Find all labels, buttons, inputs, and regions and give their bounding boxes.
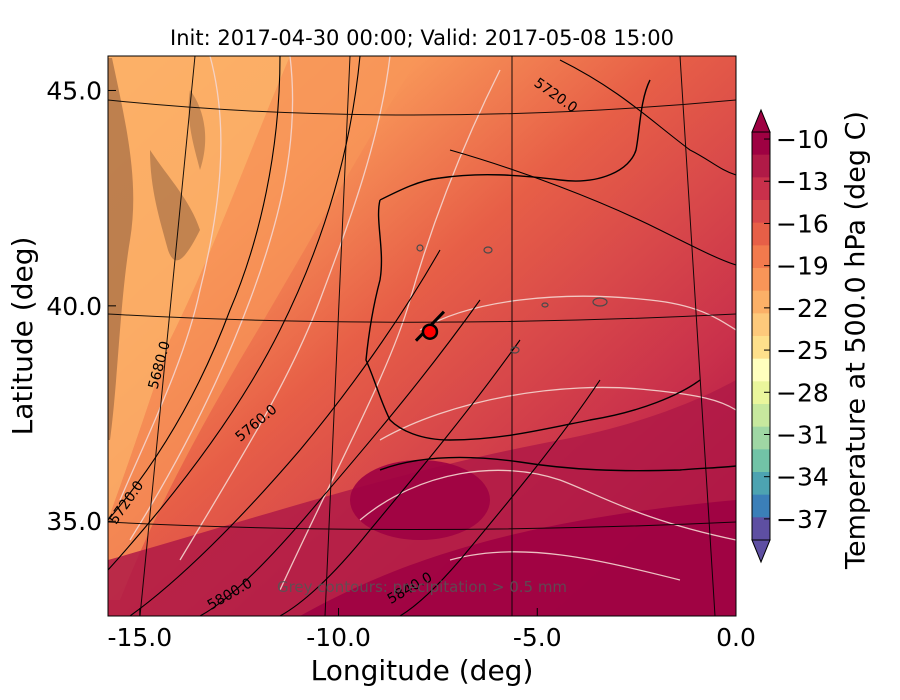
colorbar-tick-label: −31 — [776, 420, 829, 449]
x-axis-label: Longitude (deg) — [311, 654, 534, 687]
y-axis: 45.0 40.0 35.0 — [46, 76, 116, 536]
colorbar-tick-label: −10 — [776, 125, 829, 154]
colorbar-swatch — [752, 154, 770, 178]
colorbar-frame — [751, 131, 771, 541]
x-tick-label: 0.0 — [716, 623, 756, 652]
colorbar-tick-label: −19 — [776, 252, 829, 281]
colorbar-swatch — [752, 517, 770, 541]
precipitation-note: Grey contours: precipitation > 0.5 mm — [277, 578, 567, 596]
colorbar-swatch — [752, 132, 770, 156]
colorbar-swatch — [752, 449, 770, 473]
colorbar-tick-label: −16 — [776, 209, 829, 238]
x-tick-label: -15.0 — [107, 623, 172, 652]
colorbar-swatch — [752, 336, 770, 360]
colorbar-swatch — [752, 177, 770, 201]
colorbar-swatch — [752, 494, 770, 518]
colorbar-swatch — [752, 472, 770, 496]
y-axis-label: Latitude (deg) — [6, 237, 39, 436]
y-tick-label: 40.0 — [46, 292, 102, 321]
y-tick-label: 45.0 — [46, 76, 102, 105]
colorbar-swatch — [752, 358, 770, 382]
x-axis: -15.0 -10.0 -5.0 0.0 — [107, 608, 756, 652]
chart-title: Init: 2017-04-30 00:00; Valid: 2017-05-0… — [170, 26, 674, 50]
colorbar-label: Temperature at 500.0 hPa (deg C) — [840, 111, 872, 569]
colorbar-tick-label: −28 — [776, 378, 829, 407]
colorbar: −10 −13 −16 −19 −22 −25 −28 −31 −34 −37 — [751, 108, 829, 564]
x-tick-label: -5.0 — [513, 623, 562, 652]
colorbar-tick-label: −37 — [776, 505, 829, 534]
colorbar-swatch — [752, 290, 770, 314]
colorbar-tick-label: −34 — [776, 463, 829, 492]
colorbar-swatch — [752, 404, 770, 428]
colorbar-tick-label: −25 — [776, 336, 829, 365]
colorbar-swatch — [752, 268, 770, 292]
x-tick-label: -10.0 — [306, 623, 371, 652]
colorbar-extend-min — [751, 539, 771, 564]
plot-frame — [107, 55, 737, 617]
map-field — [108, 56, 736, 616]
colorbar-swatch — [752, 426, 770, 450]
colorbar-extend-max — [751, 108, 771, 133]
colorbar-swatch — [752, 381, 770, 405]
colorbar-swatch — [752, 200, 770, 224]
y-tick-label: 35.0 — [46, 507, 102, 536]
location-marker — [414, 310, 446, 342]
colorbar-swatch — [752, 222, 770, 246]
colorbar-tick-label: −13 — [776, 167, 829, 196]
colorbar-tick-label: −22 — [776, 294, 829, 323]
colorbar-swatch — [752, 245, 770, 269]
colorbar-swatch — [752, 313, 770, 337]
